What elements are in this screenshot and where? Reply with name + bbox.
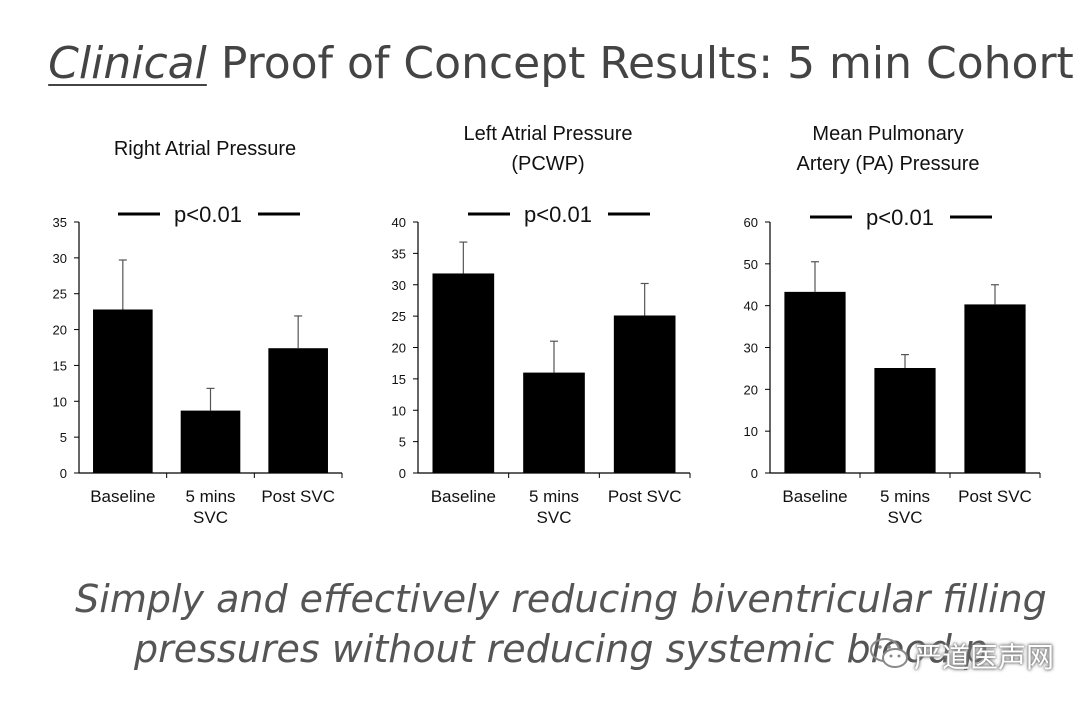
chart1-y-tick-label: 35 bbox=[53, 215, 67, 230]
chart2-y-tick-label: 40 bbox=[392, 215, 406, 230]
chart3-title: Artery (PA) Pressure bbox=[797, 153, 980, 175]
chart3-y-tick-label: 50 bbox=[744, 257, 758, 272]
chart2-y-tick-label: 15 bbox=[392, 372, 406, 387]
chart1-y-tick-label: 25 bbox=[53, 287, 67, 302]
chart1-y-tick-label: 0 bbox=[60, 466, 67, 481]
chart1-y-tick-label: 5 bbox=[60, 430, 67, 445]
chart2-y-tick-label: 25 bbox=[392, 309, 406, 324]
chart1-y-tick-label: 15 bbox=[53, 358, 67, 373]
chart2-title: (PCWP) bbox=[511, 153, 584, 175]
chart3-x-tick-label: Baseline bbox=[782, 487, 847, 506]
chart1-y-tick-label: 20 bbox=[53, 323, 67, 338]
chart1-p-value: p<0.01 bbox=[174, 202, 242, 227]
footer-tagline: Simply and effectively reducing biventri… bbox=[0, 574, 1080, 674]
footer-line-2: pressures without reducing systemic bloo… bbox=[134, 627, 988, 671]
chart3-y-tick-label: 30 bbox=[744, 341, 758, 356]
page-title-emphasis: Clinical bbox=[48, 38, 207, 89]
chart3-x-tick-label: 5 mins bbox=[880, 487, 930, 506]
wechat-logo-icon bbox=[870, 638, 908, 668]
chart1-bar bbox=[93, 309, 153, 473]
chart3-y-tick-label: 60 bbox=[744, 215, 758, 230]
chart3-y-tick-label: 10 bbox=[744, 424, 758, 439]
chart2-y-tick-label: 20 bbox=[392, 341, 406, 356]
chart2-y-tick-label: 0 bbox=[399, 466, 406, 481]
chart1-y-tick-label: 10 bbox=[53, 394, 67, 409]
chart1-x-tick-label: Post SVC bbox=[261, 487, 335, 506]
chart2-y-tick-label: 5 bbox=[399, 435, 406, 450]
chart3-x-tick-label: SVC bbox=[888, 508, 923, 527]
chart1-x-tick-label: Baseline bbox=[90, 487, 155, 506]
chart1-x-tick-label: 5 mins bbox=[185, 487, 235, 506]
page-title: Clinical Proof of Concept Results: 5 min… bbox=[0, 38, 1080, 89]
watermark: 严道医声网 bbox=[868, 632, 1054, 678]
page-title-rest: Proof of Concept Results: 5 min Cohort bbox=[206, 38, 1074, 89]
chart1-bar bbox=[180, 410, 241, 473]
chart3-title: Mean Pulmonary bbox=[812, 123, 963, 145]
chart3-x-tick-label: Post SVC bbox=[958, 487, 1032, 506]
chart3-bar bbox=[874, 367, 936, 473]
footer-line-1: Simply and effectively reducing biventri… bbox=[75, 577, 1047, 621]
chart1-bar bbox=[268, 348, 328, 473]
chart2-bar bbox=[432, 273, 495, 473]
chart2-y-tick-label: 10 bbox=[392, 403, 406, 418]
chart1-title: Right Atrial Pressure bbox=[114, 138, 296, 160]
chart2-x-tick-label: SVC bbox=[537, 508, 572, 527]
chart2-y-tick-label: 30 bbox=[392, 278, 406, 293]
chart3-p-value: p<0.01 bbox=[866, 205, 934, 230]
chart2-y-tick-label: 35 bbox=[392, 246, 406, 261]
chart2-bar bbox=[523, 372, 585, 473]
chart3-y-tick-label: 20 bbox=[744, 382, 758, 397]
chart3-y-tick-label: 40 bbox=[744, 299, 758, 314]
chart2-p-value: p<0.01 bbox=[524, 202, 592, 227]
chart2-x-tick-label: 5 mins bbox=[529, 487, 579, 506]
chart1-y-tick-label: 30 bbox=[53, 251, 67, 266]
chart3-bar bbox=[784, 291, 846, 473]
chart2-x-tick-label: Baseline bbox=[431, 487, 496, 506]
chart1-x-tick-label: SVC bbox=[193, 508, 228, 527]
chart2-x-tick-label: Post SVC bbox=[608, 487, 682, 506]
chart3-bar bbox=[964, 304, 1026, 473]
chart2-bar bbox=[613, 315, 676, 473]
watermark-text: 严道医声网 bbox=[914, 641, 1055, 674]
chart3-y-tick-label: 0 bbox=[751, 466, 758, 481]
chart2-title: Left Atrial Pressure bbox=[464, 123, 633, 145]
